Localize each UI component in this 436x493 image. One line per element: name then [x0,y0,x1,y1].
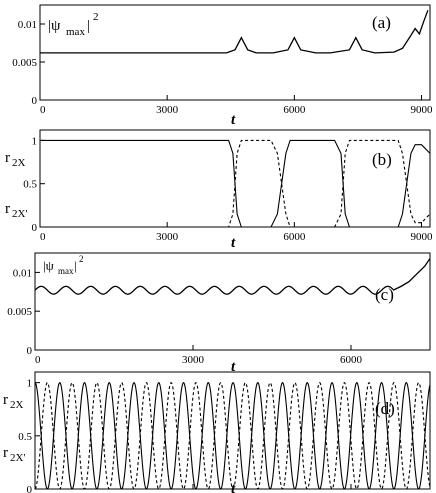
panel-a-y-ticks: 0 0.005 0.01 [12,19,45,107]
panel-d-ytick-label: 0.5 [18,431,32,443]
panel-c-tag: (c) [375,285,394,304]
panel-a-xtick-label: 3000 [156,104,179,116]
panel-d-ylabel-bottom: r [3,445,8,461]
panel-c: 0 0.005 0.01 0 3000 6000 |ψ max | 2 (c) t [7,252,431,375]
panel-d-series [34,381,431,490]
panel-b-x-ticks: 0 3000 6000 9000 [39,222,434,243]
panel-b-ytick-label: 0 [32,222,38,234]
panel-c-series-0-line [392,258,431,291]
panel-b-ytick-label: 1 [32,135,38,147]
panel-a-ytick-label: 0.01 [18,19,37,31]
panel-c-xlabel: t [231,359,236,375]
panel-d-ytick-label: 0 [27,484,33,493]
panel-d-xlabel: t [231,481,236,493]
panel-a-xtick-label: 9000 [411,104,434,116]
panel-c-xtick-label: 3000 [182,354,205,366]
panel-c-y-ticks: 0 0.005 0.01 [7,267,40,357]
panel-c-ylabel-sub: max [58,266,74,276]
panel-a-tag: (a) [372,13,391,32]
panel-a-xlabel: t [231,112,236,128]
panel-c-oscillation-line [34,285,394,295]
panel-c-ytick-label: 0.005 [7,306,32,318]
panel-b-xtick-label: 3000 [156,231,179,243]
panel-b-ylabel-bottom-sub: 2X' [12,208,27,220]
panel-d-tag: (d) [375,399,395,418]
panel-d-y-ticks: 00.51 [18,378,40,493]
panel-a-xtick-label: 0 [40,104,46,116]
panel-d-ylabel-top: r [3,392,8,408]
panel-d-frame [34,371,431,490]
panel-d-ylabel-bottom-sub: 2X' [10,452,25,464]
panel-c-ylabel-main: |ψ [43,258,54,273]
panel-d-series-0-line [34,381,431,490]
panel-a-series [40,10,429,54]
panel-b-xtick-label: 0 [40,231,46,243]
panel-a-x-ticks: 0 3000 6000 9000 [39,95,434,116]
panel-b-xlabel: t [231,235,236,251]
panel-a-xtick-label: 6000 [283,104,306,116]
panel-a-ylabel-sup: 2 [93,11,99,23]
panel-c-xtick-label: 0 [35,354,41,366]
panel-a-ytick-label: 0.005 [12,57,37,69]
panel-b-xtick-label: 6000 [283,231,306,243]
panel-b-ylabel-top-sub: 2X [12,157,26,169]
panel-c-ytick-label: 0.01 [13,267,32,279]
panel-b-ytick-label: 0.5 [23,179,37,191]
panel-b-frame [39,129,431,228]
panel-a-ylabel-bar: | [87,18,90,34]
panel-a-ylabel-sub: max [66,26,85,38]
panel-c-series [34,258,431,295]
panel-c-xtick-label: 6000 [340,354,363,366]
panel-c-ylabel-sup: 2 [79,254,84,264]
panel-d-ylabel-top-sub: 2X [10,399,24,411]
panel-b-series-1-line [40,139,431,228]
panel-d-ytick-label: 1 [27,378,33,390]
panel-b-series-0-line [40,139,431,228]
panel-c-frame [34,252,431,351]
panel-b-series [40,139,431,228]
panel-b-xtick-label: 9000 [411,231,434,243]
panel-d-series-1-line [34,381,431,490]
panel-b-ylabel-bottom: r [5,201,10,217]
panel-b-ylabel-top: r [5,150,10,166]
panel-c-x-ticks: 0 3000 6000 [34,345,363,366]
panel-c-ytick-label: 0 [27,345,33,357]
panel-a-ylabel-main: |ψ [48,18,61,34]
panel-b: 0 0.5 1 0 3000 6000 9000 r 2X r 2X' (b) t [5,129,434,251]
panel-a-ytick-label: 0 [32,95,38,107]
panel-a-series-0-line [40,10,429,54]
panel-c-ylabel-bar: | [74,258,77,273]
panel-b-tag: (b) [372,150,392,169]
